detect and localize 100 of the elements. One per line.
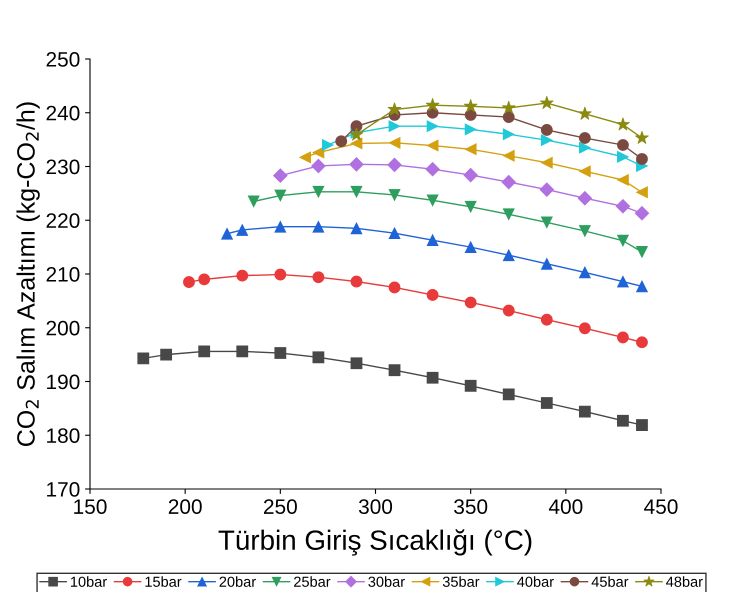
x-tick-label: 200 [168, 499, 202, 514]
point [540, 182, 554, 197]
point [635, 130, 649, 144]
point [312, 186, 324, 198]
y-tick-label: 250 [46, 52, 80, 67]
point [426, 98, 440, 112]
point [335, 135, 348, 148]
point [236, 270, 248, 282]
point [274, 190, 286, 202]
point [349, 157, 364, 172]
point [502, 304, 515, 316]
point [636, 153, 648, 165]
point [463, 168, 478, 182]
point [578, 406, 591, 418]
point [426, 120, 439, 132]
point [617, 139, 629, 151]
point [578, 266, 591, 278]
point [236, 224, 248, 236]
y-tick-label: 230 [46, 160, 80, 174]
point [299, 151, 311, 164]
point [502, 208, 515, 220]
x-tick-label: 450 [644, 499, 678, 514]
point [578, 142, 591, 154]
point [464, 296, 477, 308]
point [274, 220, 286, 233]
point [578, 322, 591, 334]
point [617, 414, 629, 427]
x-tick-label: 150 [74, 499, 107, 514]
legend-label: 35bar [442, 576, 480, 587]
point [634, 206, 650, 220]
point [540, 258, 553, 270]
point [312, 220, 324, 233]
point [540, 156, 553, 169]
point [426, 194, 439, 206]
point [502, 150, 515, 162]
point [388, 227, 400, 240]
point [502, 174, 516, 190]
point [617, 234, 629, 247]
point [274, 347, 286, 359]
point [426, 234, 439, 246]
point [464, 143, 477, 156]
point [273, 168, 288, 183]
point [578, 132, 591, 144]
x-tick-label: 250 [264, 499, 297, 514]
point [464, 99, 478, 112]
point [540, 216, 553, 228]
point [636, 336, 648, 348]
point [312, 146, 324, 158]
point [464, 200, 477, 213]
point [540, 124, 553, 136]
point [502, 100, 516, 114]
point [198, 345, 210, 358]
legend-label: 48bar [666, 576, 703, 587]
legend-label: 45bar [592, 576, 628, 587]
point [388, 120, 400, 132]
point [578, 225, 591, 237]
point [388, 136, 400, 149]
point [426, 289, 439, 301]
point [617, 150, 629, 163]
point [617, 276, 629, 288]
legend-label: 30bar [368, 576, 405, 587]
legend-label: 40bar [517, 576, 554, 587]
point [388, 102, 402, 116]
point [540, 96, 554, 110]
point [312, 351, 324, 364]
point [274, 268, 286, 280]
point [617, 332, 629, 344]
point [502, 111, 515, 123]
point [350, 357, 362, 370]
y-axis-title: CO$_{2}$ Salım Azaltımı (kg-CO$_{2}$/h) [16, 102, 40, 446]
point [137, 352, 150, 364]
x-tick-label: 300 [358, 499, 392, 514]
point [464, 241, 477, 254]
point [616, 199, 630, 214]
point [350, 276, 362, 288]
y-tick-label: 170 [47, 482, 80, 497]
y-tick-label: 180 [47, 428, 80, 444]
point [248, 196, 260, 208]
legend-label: 20bar [220, 576, 256, 587]
point [616, 117, 630, 131]
point [221, 228, 233, 240]
point [578, 165, 591, 178]
y-tick-label: 220 [46, 213, 80, 228]
point [636, 419, 648, 431]
point [578, 106, 592, 120]
point [350, 137, 362, 150]
point [388, 364, 400, 376]
legend-label: 15bar [145, 576, 182, 587]
legend-label: 25bar [294, 576, 330, 587]
point [350, 186, 362, 198]
point [350, 222, 362, 234]
x-tick-label: 400 [548, 499, 582, 514]
point [578, 190, 592, 206]
point [426, 140, 439, 152]
point [426, 372, 439, 384]
x-tick-label: 350 [454, 499, 488, 514]
point [236, 345, 248, 358]
point [502, 128, 515, 140]
point [502, 388, 515, 400]
x-axis-title: Türbin Giriş Sıcaklığı (°C) [218, 529, 532, 556]
